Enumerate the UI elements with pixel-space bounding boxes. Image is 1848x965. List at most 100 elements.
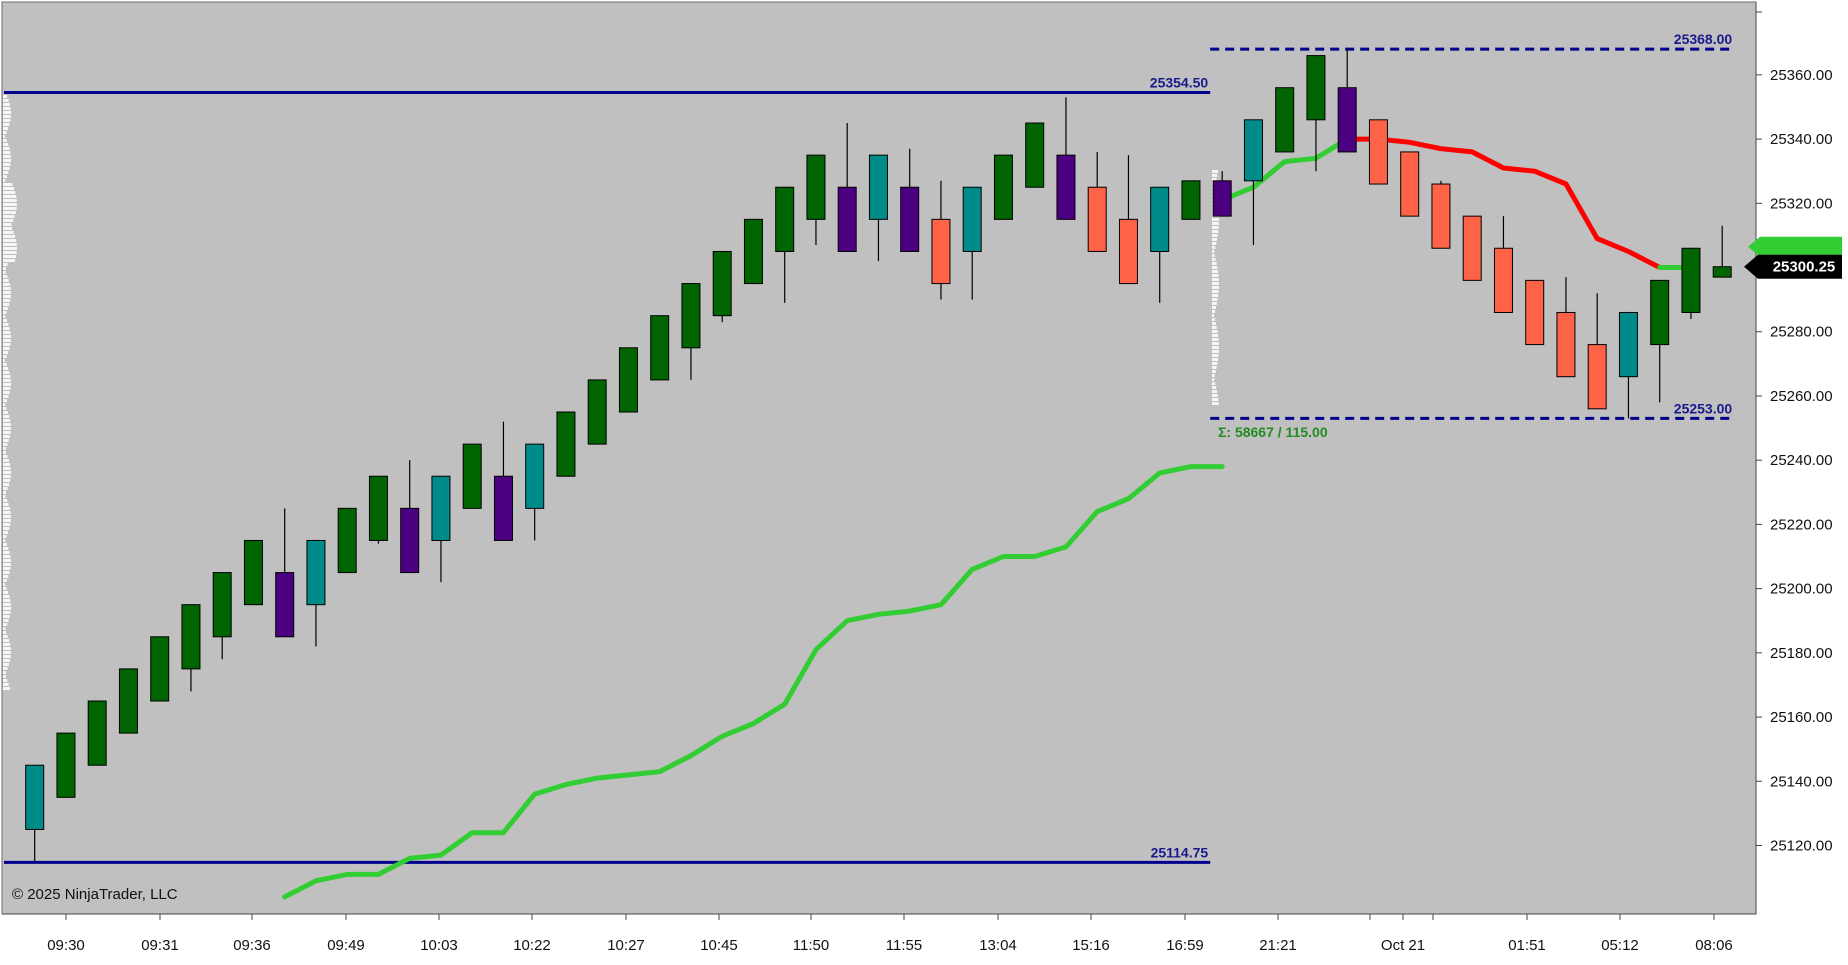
candle-body[interactable] xyxy=(618,347,638,413)
candle-body[interactable] xyxy=(118,668,138,734)
candle-body[interactable] xyxy=(1275,87,1295,153)
plot-area[interactable] xyxy=(2,2,1756,914)
candle-body[interactable] xyxy=(993,154,1013,220)
candle-body[interactable] xyxy=(1150,186,1170,252)
volume-profile-bar xyxy=(3,355,7,358)
volume-profile-bar xyxy=(3,211,16,214)
volume-profile-bar xyxy=(3,531,9,534)
session-stats-label: Σ: 58667 / 115.00 xyxy=(1218,424,1328,440)
candle-body[interactable] xyxy=(25,764,45,830)
candle-body[interactable] xyxy=(525,443,545,509)
volume-profile-bar xyxy=(3,431,11,434)
candle-body[interactable] xyxy=(837,186,857,252)
candle-body[interactable] xyxy=(650,315,670,381)
candle-body[interactable] xyxy=(1618,311,1638,378)
candle-body[interactable] xyxy=(1462,215,1482,281)
volume-profile-bar xyxy=(3,523,11,526)
candle-body[interactable] xyxy=(1493,247,1513,313)
volume-profile-bar xyxy=(1212,342,1219,345)
candle-body[interactable] xyxy=(56,732,76,798)
volume-profile-bar xyxy=(3,667,8,670)
candle-body[interactable] xyxy=(368,475,388,541)
candle-body[interactable] xyxy=(87,700,107,766)
volume-profile-bar xyxy=(3,239,17,242)
candle-body[interactable] xyxy=(1056,154,1076,220)
volume-profile-bar xyxy=(1212,306,1216,309)
volume-profile-bar xyxy=(3,535,7,538)
candle-body[interactable] xyxy=(275,572,295,638)
candle-body[interactable] xyxy=(1400,151,1420,217)
candle-body[interactable] xyxy=(306,539,326,606)
candles[interactable] xyxy=(25,49,1732,862)
volume-profile-bar xyxy=(3,543,7,546)
candle-body[interactable] xyxy=(1118,218,1138,285)
indicator-line-session1_green xyxy=(282,464,1225,900)
candle-body[interactable] xyxy=(806,154,826,220)
candle-body[interactable] xyxy=(1431,183,1451,249)
volume-profile-bar xyxy=(3,639,10,642)
volume-profile-bar xyxy=(3,195,17,198)
candle-body[interactable] xyxy=(1587,344,1607,410)
candle-body[interactable] xyxy=(1712,266,1732,278)
candle-body[interactable] xyxy=(1681,247,1701,313)
candle-body[interactable] xyxy=(243,539,263,606)
candle-body[interactable] xyxy=(712,250,732,317)
candle-body[interactable] xyxy=(1087,186,1107,252)
candle-body[interactable] xyxy=(1212,180,1232,217)
candle-body[interactable] xyxy=(1243,119,1263,182)
candle-body[interactable] xyxy=(150,636,170,702)
candle-body[interactable] xyxy=(337,507,357,574)
volume-profile-bar xyxy=(3,331,11,334)
y-axis[interactable]: 25120.00 25140.00 25160.00 25180.00 25200.00… xyxy=(1756,11,1833,855)
volume-profile-bar xyxy=(3,163,11,166)
x-axis[interactable]: 09:30 09:31 09:36 09:49 10:03 10:22 10:27 10:45… xyxy=(47,914,1733,954)
y-tick-label: 25340.00 xyxy=(1770,131,1833,148)
candle-body[interactable] xyxy=(1556,311,1576,378)
candle-body[interactable] xyxy=(900,186,920,252)
volume-profile-bar xyxy=(3,323,9,326)
volume-profile-bar xyxy=(3,387,11,390)
y-tick-label: 25120.00 xyxy=(1770,838,1833,855)
x-tick-label: 16:59 xyxy=(1166,937,1204,954)
volume-profile-bar xyxy=(3,99,9,102)
candle-body[interactable] xyxy=(493,475,513,541)
volume-profile-bar xyxy=(3,611,11,614)
candle-body[interactable] xyxy=(556,411,576,477)
candle-body[interactable] xyxy=(962,186,982,252)
candle-body[interactable] xyxy=(1525,279,1545,346)
candle-body[interactable] xyxy=(181,604,201,670)
volume-profile-bar xyxy=(3,367,9,370)
candle-body[interactable] xyxy=(1337,87,1357,153)
candle-body[interactable] xyxy=(587,379,607,445)
candle-body[interactable] xyxy=(400,507,420,574)
candle-body[interactable] xyxy=(1650,279,1670,346)
volume-profile-bar xyxy=(3,567,11,570)
volume-profile-bar xyxy=(3,647,11,650)
candle-body[interactable] xyxy=(868,154,888,220)
volume-profile-bar xyxy=(3,619,9,622)
volume-profile-bar xyxy=(1212,346,1219,349)
candle-body[interactable] xyxy=(775,186,795,252)
candle-body[interactable] xyxy=(681,283,701,349)
candle-body[interactable] xyxy=(743,218,763,285)
candle-body[interactable] xyxy=(1025,122,1045,188)
candle-body[interactable] xyxy=(212,572,232,638)
volume-profile-bar xyxy=(3,551,10,554)
volume-profile-bar xyxy=(1212,322,1216,325)
volume-profile-bar xyxy=(1212,226,1219,229)
volume-profile-bar xyxy=(3,683,9,686)
volume-profile-bar xyxy=(1212,230,1219,233)
candle-body[interactable] xyxy=(431,475,451,541)
volume-profile-bar xyxy=(1212,234,1218,237)
volume-profile-bar xyxy=(3,651,11,654)
candle-body[interactable] xyxy=(1181,180,1201,220)
volume-profile-bar xyxy=(3,199,17,202)
candle-body[interactable] xyxy=(1368,119,1388,185)
candle-body[interactable] xyxy=(931,218,951,285)
volume-profile-bar xyxy=(3,311,7,314)
candle-body[interactable] xyxy=(1306,55,1326,121)
volume-profile-bar xyxy=(3,655,11,658)
candle-body[interactable] xyxy=(462,443,482,509)
